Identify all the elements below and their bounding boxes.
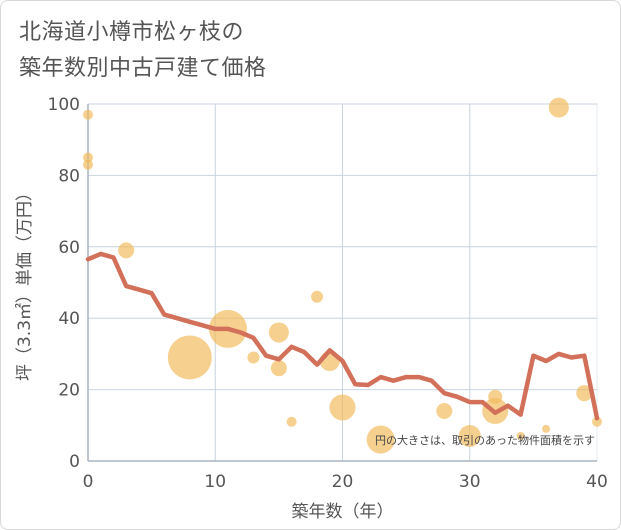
- bubble-point: [83, 109, 93, 120]
- bubble-point: [311, 290, 324, 303]
- x-axis-label: 築年数（年）: [292, 502, 394, 522]
- x-tick-label: 20: [332, 472, 354, 492]
- line-layer: [85, 251, 600, 421]
- chart-title-line1: 北海道小樽市松ヶ枝の: [19, 20, 245, 45]
- bubble-point: [270, 360, 287, 377]
- y-tick-label: 100: [48, 95, 80, 115]
- bubble-point: [542, 424, 551, 433]
- bubble-layer: [83, 97, 602, 454]
- bubble-point: [268, 322, 289, 343]
- grid-lines: [87, 103, 598, 462]
- chart-title: 北海道小樽市松ヶ枝の 築年数別中古戸建て価格: [19, 15, 267, 87]
- chart-title-line2: 築年数別中古戸建て価格: [19, 56, 267, 81]
- y-tick-label: 40: [58, 309, 80, 329]
- y-tick-label: 60: [58, 238, 80, 258]
- y-tick-label: 0: [69, 452, 80, 472]
- bubble-point: [167, 335, 212, 380]
- average-price-line: [85, 251, 600, 421]
- y-tick-label: 20: [58, 381, 80, 401]
- y-tick-label: 80: [58, 166, 80, 186]
- bubble-point: [118, 242, 135, 259]
- x-tick-label: 30: [459, 472, 481, 492]
- x-tick-label: 0: [83, 472, 94, 492]
- bubble-point: [286, 416, 297, 427]
- x-tick-label: 40: [586, 472, 608, 492]
- bubble-point: [436, 403, 453, 420]
- y-axis-label: 坪（3.3㎡）単価（万円）: [15, 184, 35, 381]
- bubble-point: [247, 351, 260, 364]
- bubble-point: [83, 159, 93, 170]
- bubble-point: [516, 432, 525, 441]
- bubble-point: [576, 385, 593, 402]
- bubble-size-note: 円の大きさは、取引のあった物件面積を示す: [375, 433, 595, 447]
- bubble-point: [458, 425, 481, 448]
- bubble-point: [83, 152, 93, 163]
- tick-labels: 0 20 40 60 80 100 0 10 20 30 40: [48, 95, 608, 492]
- bubble-point: [366, 425, 395, 454]
- bubble-point: [548, 97, 569, 118]
- bubble-point: [592, 416, 602, 427]
- bubble-point: [329, 394, 356, 421]
- x-tick-label: 10: [204, 472, 226, 492]
